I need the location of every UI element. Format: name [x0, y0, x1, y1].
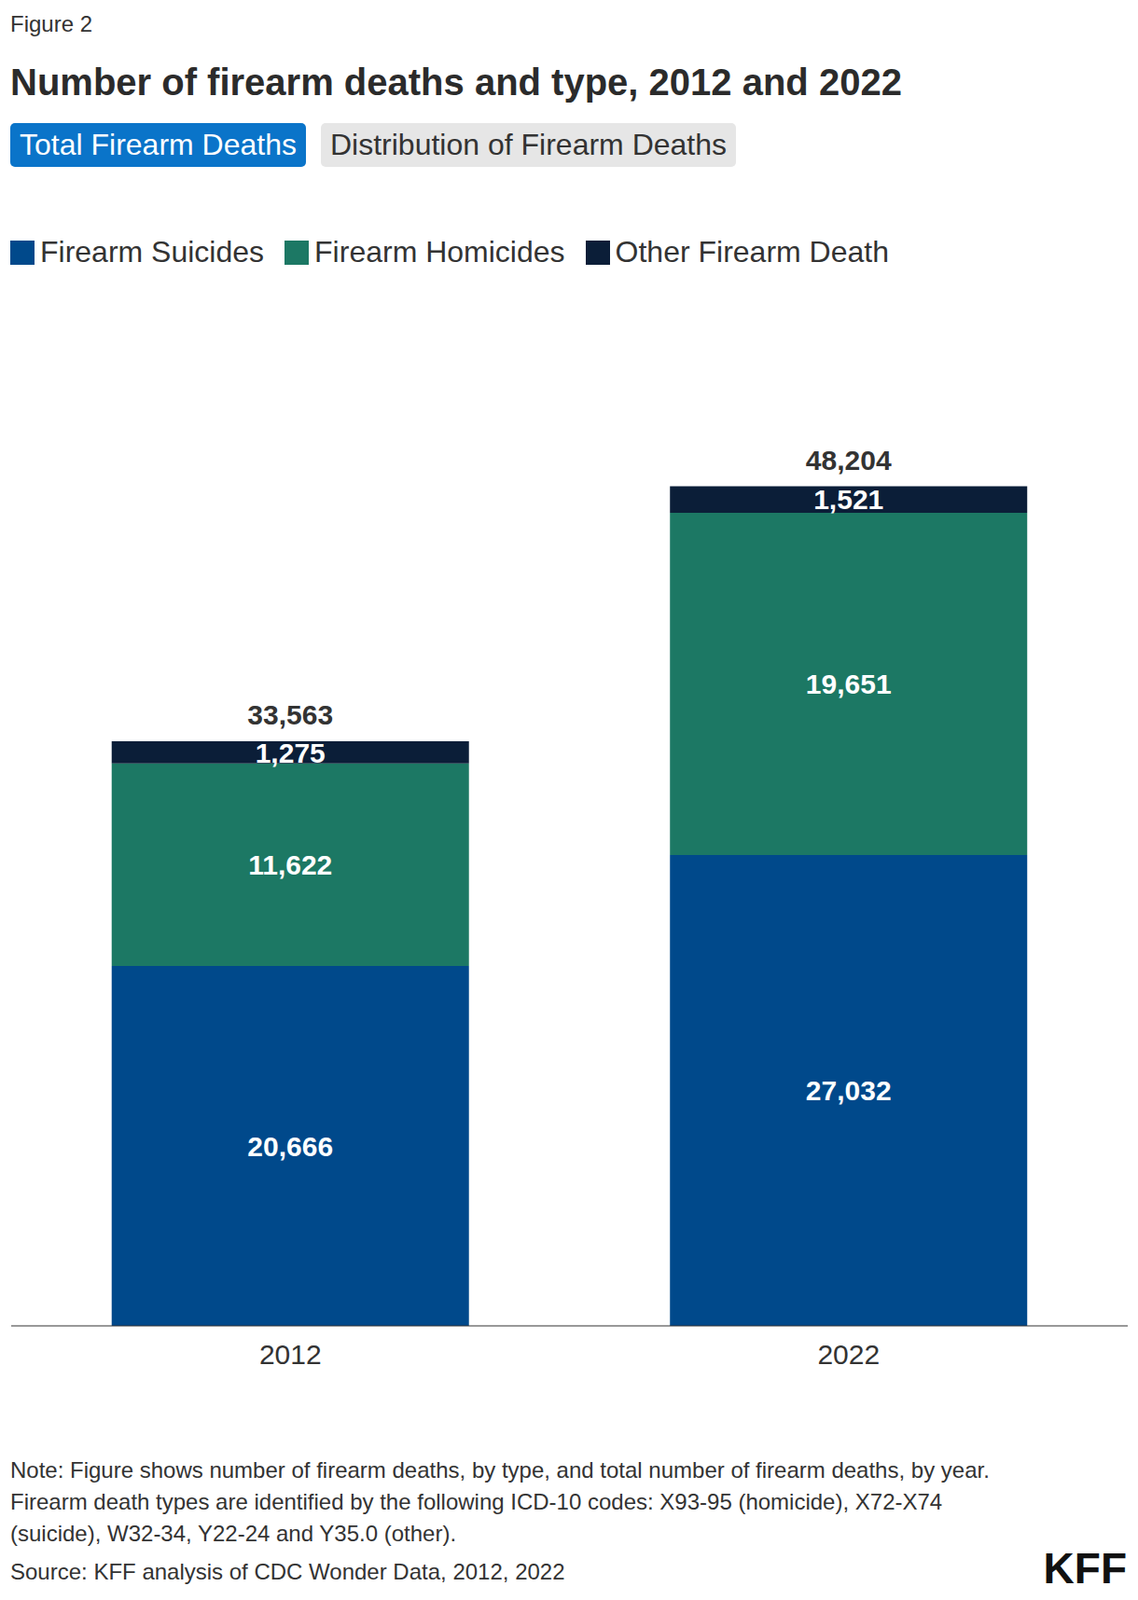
- html-text:Total Firearm Deaths: Total Firearm Deaths: [19, 127, 297, 162]
- svg-text:19,651: 19,651: [805, 668, 892, 700]
- svg-text:1,521: 1,521: [813, 484, 884, 515]
- html-text:Other Firearm Death: Other Firearm Death: [615, 235, 889, 269]
- svg-text:33,563: 33,563: [247, 699, 334, 731]
- svg-text:48,204: 48,204: [805, 444, 892, 476]
- html-text:KFF: KFF: [1043, 1544, 1127, 1594]
- svg-text:2022: 2022: [817, 1339, 880, 1371]
- html-text:Source: KFF analysis of CDC Wo: Source: KFF analysis of CDC Wonder Data,…: [10, 1559, 565, 1585]
- html-text:Note: Figure shows number of f: Note: Figure shows number of firearm dea…: [10, 1457, 990, 1547]
- svg-text:1,275: 1,275: [255, 737, 326, 769]
- svg-text:2012: 2012: [259, 1339, 322, 1371]
- html-text:Distribution of Firearm Deaths: Distribution of Firearm Deaths: [330, 127, 727, 162]
- svg-text:20,666: 20,666: [247, 1131, 334, 1163]
- html-text:Firearm Suicides: Firearm Suicides: [40, 235, 265, 269]
- svg-text:27,032: 27,032: [805, 1075, 892, 1107]
- svg-text:11,622: 11,622: [248, 849, 333, 881]
- html-text:Figure 2: Figure 2: [10, 11, 93, 37]
- html-text:Number of firearm deaths and t: Number of firearm deaths and type, 2012 …: [10, 61, 902, 103]
- html-text:Firearm Homicides: Firearm Homicides: [314, 235, 565, 269]
